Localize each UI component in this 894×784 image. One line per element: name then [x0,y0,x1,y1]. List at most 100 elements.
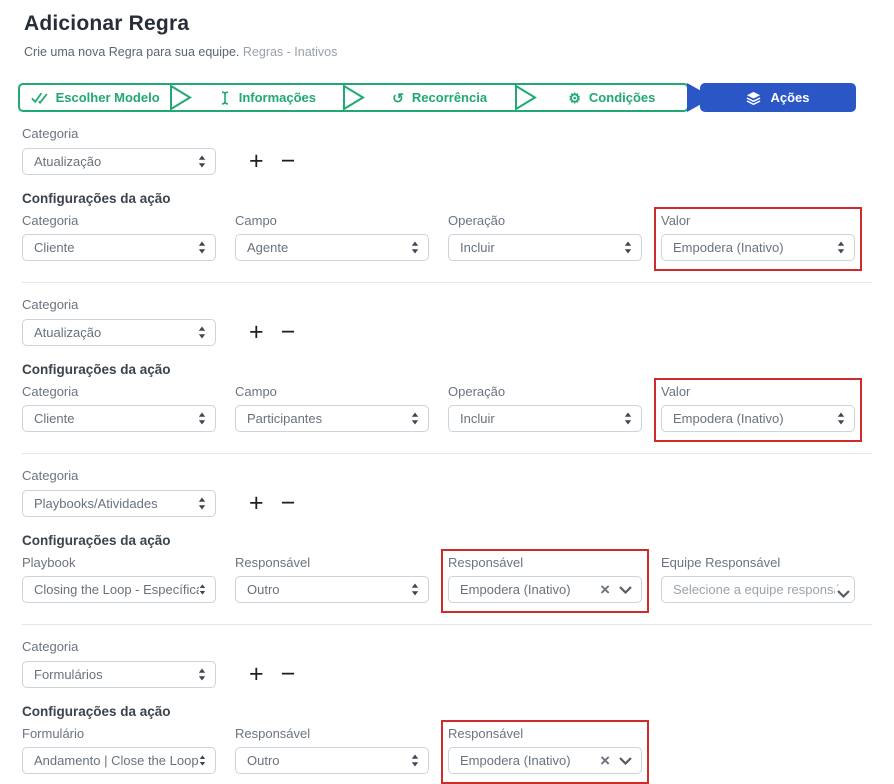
stepper-completed-steps: Escolher Modelo Informações ↺ Recorrênci… [18,83,689,112]
select-updown-icon [199,755,206,766]
category-select[interactable]: Atualização [22,148,216,175]
action-section: Categoria Playbooks/Atividades + − Confi… [0,454,894,625]
field-select[interactable]: Empodera (Inativo) [661,234,855,261]
stepper-arrow-icon [514,85,537,110]
field-categoria: Categoria Cliente [22,384,216,432]
select-updown-icon [198,497,206,510]
field-select[interactable]: Incluir [448,405,642,432]
field-select[interactable]: Cliente [22,234,216,261]
field-select[interactable]: Incluir [448,234,642,261]
page-header: Adicionar Regra Crie uma nova Regra para… [0,0,894,59]
select-updown-icon [624,241,632,254]
field-select[interactable]: Agente [235,234,429,261]
text-cursor-icon [221,90,228,105]
field-label: Campo [235,213,277,228]
config-title: Configurações da ação [22,704,171,719]
step-label: Escolher Modelo [55,90,160,105]
chevron-down-icon [619,756,632,765]
category-select[interactable]: Playbooks/Atividades [22,490,216,517]
field-label: Operação [448,213,506,228]
breadcrumb[interactable]: Regras - Inativos [242,45,338,59]
stepper-arrow-icon [342,85,365,110]
field-label: Responsável [235,726,311,741]
page-subtitle: Crie uma nova Regra para sua equipe. Reg… [24,45,870,59]
wizard-stepper: Escolher Modelo Informações ↺ Recorrênci… [18,83,856,112]
field-combobox[interactable]: Empodera (Inativo) × [448,747,642,774]
select-updown-icon [199,584,206,595]
field-valor-highlighted: Valor Empodera (Inativo) [654,207,862,271]
field-label: Responsável [235,555,311,570]
field-responsavel: Responsável Outro [235,555,429,603]
section-divider [22,282,872,283]
field-select[interactable]: Participantes [235,405,429,432]
field-label: Responsável [448,726,524,741]
field-categoria: Categoria Cliente [22,213,216,261]
field-label: Responsável [448,555,524,570]
layers-icon [747,91,761,105]
clear-selection-icon[interactable]: × [600,751,610,770]
field-label: Formulário [22,726,85,741]
rotate-left-icon: ↺ [392,89,404,106]
field-select[interactable]: Empodera (Inativo) [661,405,855,432]
step-label: Condições [588,90,656,105]
step-recorrencia[interactable]: ↺ Recorrência [365,85,515,110]
field-select[interactable]: Outro [235,576,429,603]
select-updown-icon [411,583,419,596]
config-title: Configurações da ação [22,533,171,548]
chevron-down-icon [619,585,632,594]
team-select[interactable]: Selecione a equipe responsável p [661,576,855,603]
section-divider [22,624,872,625]
action-section: Categoria Formulários + − Configurações … [0,625,894,784]
step-informacoes[interactable]: Informações [192,85,342,110]
step-escolher-modelo[interactable]: Escolher Modelo [20,85,170,110]
step-label: Ações [770,90,810,105]
add-action-button[interactable]: + [249,660,264,688]
field-select[interactable]: Andamento | Close the Loop | V1 [22,747,216,774]
category-label: Categoria [22,126,79,141]
field-equipe-responsavel: Equipe Responsável Selecione a equipe re… [661,555,855,603]
field-responsavel: Responsável Outro [235,726,429,774]
category-select[interactable]: Atualização [22,319,216,346]
select-updown-icon [198,412,206,425]
field-label: Categoria [22,213,79,228]
remove-action-button[interactable]: − [280,660,296,688]
field-campo: Campo Participantes [235,384,429,432]
add-action-button[interactable]: + [249,147,264,175]
field-select[interactable]: Closing the Loop - Específica/Tra [22,576,216,603]
field-responsavel-highlighted: Responsável Empodera (Inativo) × [441,720,649,784]
step-acoes[interactable]: Ações [700,83,856,112]
remove-action-button[interactable]: − [280,147,296,175]
step-condicoes[interactable]: ⚙ Condições [537,85,687,110]
field-valor-highlighted: Valor Empodera (Inativo) [654,378,862,442]
field-select[interactable]: Cliente [22,405,216,432]
category-label: Categoria [22,639,79,654]
select-updown-icon [198,326,206,339]
select-updown-icon [411,241,419,254]
field-label: Categoria [22,384,79,399]
chevron-down-icon [837,590,850,599]
select-updown-icon [198,668,206,681]
subtitle-text: Crie uma nova Regra para sua equipe. [24,45,240,59]
select-updown-icon [198,155,206,168]
field-label: Valor [661,213,691,228]
field-select[interactable]: Outro [235,747,429,774]
category-select[interactable]: Formulários [22,661,216,688]
add-action-button[interactable]: + [249,318,264,346]
action-section: Categoria Atualização + − Configurações … [0,112,894,283]
clear-selection-icon[interactable]: × [600,580,610,599]
remove-action-button[interactable]: − [280,318,296,346]
field-playbook: Playbook Closing the Loop - Específica/T… [22,555,216,603]
remove-action-button[interactable]: − [280,489,296,517]
check-double-icon [30,92,48,104]
add-action-button[interactable]: + [249,489,264,517]
stepper-arrow-icon [170,85,193,110]
field-combobox[interactable]: Empodera (Inativo) × [448,576,642,603]
step-label: Recorrência [411,90,488,105]
config-title: Configurações da ação [22,362,171,377]
page-title: Adicionar Regra [24,12,190,35]
field-label: Equipe Responsável [661,555,781,570]
field-operacao: Operação Incluir [448,213,642,261]
action-section: Categoria Atualização + − Configurações … [0,283,894,454]
config-title: Configurações da ação [22,191,171,206]
field-label: Operação [448,384,506,399]
